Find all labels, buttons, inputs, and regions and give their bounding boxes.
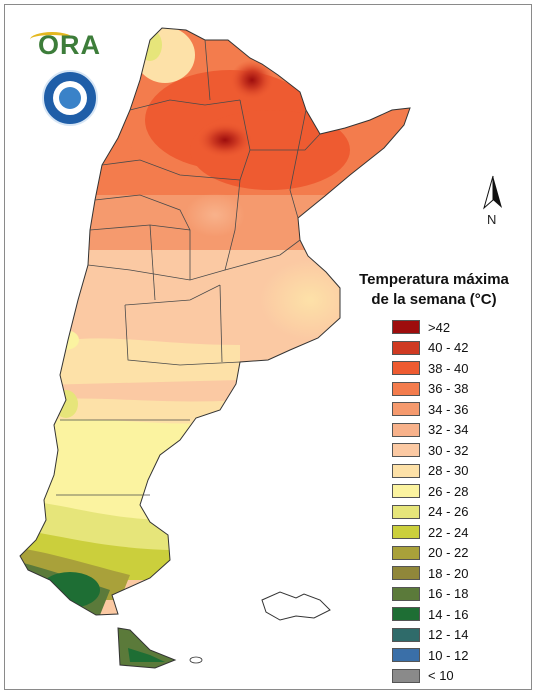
legend-item: 20 - 22 <box>392 543 468 563</box>
legend-label: 30 - 32 <box>428 442 469 458</box>
legend-item: 24 - 26 <box>392 502 468 522</box>
legend-item: 16 - 18 <box>392 584 468 604</box>
legend-swatch <box>392 320 420 334</box>
legend-label: >42 <box>428 319 451 335</box>
legend-item: 32 - 34 <box>392 420 468 440</box>
georgias-island <box>189 656 203 664</box>
legend-label: 28 - 30 <box>428 463 469 478</box>
legend-label: 14 - 16 <box>428 606 469 622</box>
legend-item: 14 - 16 <box>392 604 468 624</box>
legend-item: < 10 <box>392 666 468 686</box>
legend-title-line2: de la semana (°C) <box>371 291 497 308</box>
legend-swatch <box>392 402 420 416</box>
north-label: N <box>487 212 497 227</box>
legend-swatch <box>392 422 420 437</box>
legend-item: 38 - 40 <box>392 358 468 378</box>
legend-swatch <box>392 648 420 662</box>
legend-title-line1: Temperatura máxima <box>359 271 509 288</box>
legend-item: 34 - 36 <box>392 399 468 419</box>
legend-item: 22 - 24 <box>392 522 468 542</box>
legend-item: >42 <box>392 317 468 337</box>
legend-swatch <box>392 504 420 519</box>
legend-swatch <box>392 627 420 642</box>
legend-label: 20 - 22 <box>428 545 469 560</box>
legend-label: 38 - 40 <box>428 360 469 376</box>
legend-swatch <box>392 545 420 560</box>
legend-swatch <box>392 463 420 478</box>
legend-label: 10 - 12 <box>428 647 469 663</box>
ora-logo: ORA <box>38 30 101 60</box>
legend-label: 24 - 26 <box>428 504 469 519</box>
legend-label: 22 - 24 <box>428 524 469 540</box>
legend-title: Temperatura máxima de la semana (°C) <box>336 270 532 310</box>
legend-item: 18 - 20 <box>392 563 468 583</box>
legend-item: 40 - 42 <box>392 338 468 358</box>
legend-label: 16 - 18 <box>428 586 469 601</box>
legend-label: 26 - 28 <box>428 483 469 499</box>
malvinas-islands <box>261 591 331 621</box>
country-outline <box>19 27 411 616</box>
legend-swatch <box>392 586 420 601</box>
logo-sun-icon <box>30 32 74 47</box>
institution-seal-icon <box>42 70 98 126</box>
legend-item: 36 - 38 <box>392 379 468 399</box>
legend-label: 32 - 34 <box>428 422 469 437</box>
legend-swatch <box>392 566 420 580</box>
legend-swatch <box>392 340 420 355</box>
legend-item: 30 - 32 <box>392 440 468 460</box>
seal-ring <box>53 81 87 115</box>
legend-swatch <box>392 381 420 396</box>
tierra-del-fuego-south <box>128 648 165 662</box>
legend-label: 36 - 38 <box>428 381 469 396</box>
legend-swatch <box>392 443 420 457</box>
seal-emblem <box>59 87 81 109</box>
legend-label: 18 - 20 <box>428 565 469 581</box>
legend-swatch <box>392 484 420 498</box>
legend-label: 40 - 42 <box>428 340 469 355</box>
legend: >42 40 - 42 38 - 40 36 - 38 34 - 36 32 -… <box>392 317 468 686</box>
legend-swatch <box>392 361 420 375</box>
legend-label: < 10 <box>428 668 454 683</box>
legend-swatch <box>392 668 420 683</box>
legend-swatch <box>392 607 420 621</box>
legend-swatch <box>392 525 420 539</box>
north-arrow-icon <box>483 175 502 210</box>
legend-item: 10 - 12 <box>392 645 468 665</box>
legend-label: 34 - 36 <box>428 401 469 417</box>
province-borders <box>56 39 321 496</box>
legend-item: 12 - 14 <box>392 625 468 645</box>
legend-item: 28 - 30 <box>392 461 468 481</box>
legend-item: 26 - 28 <box>392 481 468 501</box>
legend-label: 12 - 14 <box>428 627 469 642</box>
